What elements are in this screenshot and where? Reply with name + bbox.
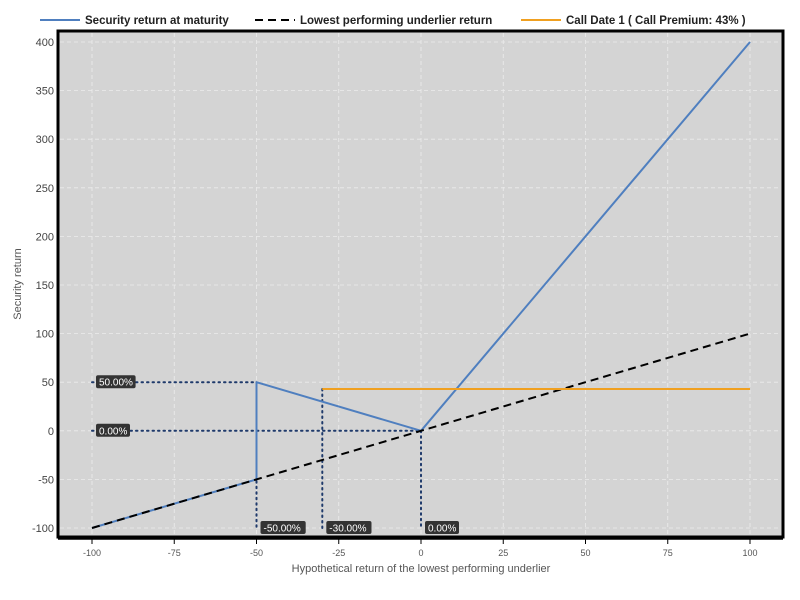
legend-label-2: Lowest performing underlier return: [300, 15, 492, 27]
x-tick-label: 50: [580, 548, 590, 558]
series-lines: [91, 41, 751, 529]
y-tick-label: -50: [38, 474, 54, 486]
y-tick-label: 250: [36, 183, 54, 195]
x-tick-label: 0: [418, 548, 423, 558]
plot-area: [56, 29, 785, 539]
x-tick-label: -75: [168, 548, 181, 558]
annotation-box: [425, 521, 459, 534]
y-tick-label: 300: [36, 134, 54, 146]
legend-label-3: Call Date 1 ( Call Premium: 43% ): [566, 15, 746, 27]
annotation-label: 50.00%: [99, 378, 133, 389]
x-tick-labels: -100 -75 -50 -25 0 25 50 75 100: [83, 539, 758, 558]
x-tick-label: -100: [83, 548, 101, 558]
annotation-label: 0.00%: [99, 426, 127, 437]
y-axis: -100 -50 0 50 100 150 200 250 300 350 400: [32, 37, 54, 535]
annotation-box: [260, 521, 306, 534]
x-tick-label: -25: [332, 548, 345, 558]
annotation-label: -50.00%: [264, 524, 301, 535]
x-tick-label: 100: [742, 548, 757, 558]
annotation-label: 0.00%: [428, 524, 456, 535]
x-axis-label: Hypothetical return of the lowest perfor…: [292, 563, 551, 575]
y-tick-label: 400: [36, 37, 54, 49]
annotations: 50.00% 0.00% -50.00% -30.00% 0.00%: [96, 375, 459, 535]
y-tick-label: 150: [36, 280, 54, 292]
x-tick-label: -50: [250, 548, 263, 558]
annotation-box: [326, 521, 372, 534]
x-tick-label: 75: [663, 548, 673, 558]
annotation-box: [96, 375, 136, 389]
y-tick-label: 100: [36, 329, 54, 341]
series-line-2: [91, 332, 751, 529]
y-tick-label: 200: [36, 231, 54, 243]
annotation-box: [96, 423, 130, 437]
y-tick-label: 50: [42, 377, 54, 389]
y-tick-label: 0: [48, 426, 54, 438]
annotation-label: -30.00%: [329, 524, 366, 535]
y-tick-label: -100: [32, 523, 54, 535]
y-tick-label: 350: [36, 86, 54, 98]
legend-label-1: Security return at maturity: [85, 15, 229, 27]
x-tick-label: 25: [498, 548, 508, 558]
y-axis-label: Security return: [12, 248, 24, 320]
series-line-1: [91, 41, 751, 529]
legend: Security return at maturity Lowest perfor…: [40, 15, 746, 27]
